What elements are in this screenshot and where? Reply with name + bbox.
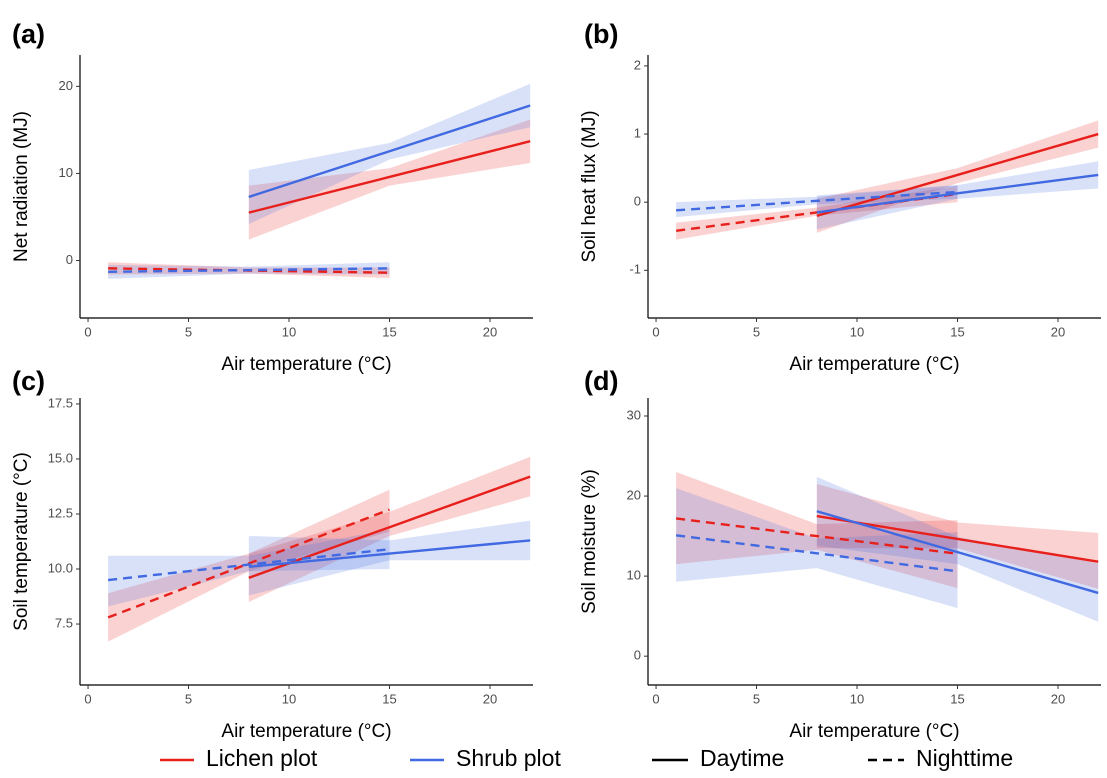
x-tick-label: 15 [382,691,396,706]
x-tick-label: 15 [382,324,396,339]
confidence-band [816,476,1099,622]
y-tick-label: -1 [629,262,641,277]
panel-label: (c) [12,366,45,396]
y-tick-label: 20 [59,78,73,93]
y-axis-title: Soil heat flux (MJ) [579,110,600,262]
panel-label: (b) [584,19,618,49]
legend-label: Shrub plot [456,745,561,771]
y-tick-label: 10.0 [48,560,73,575]
x-tick-label: 20 [1051,324,1065,339]
confidence-band [816,484,1099,589]
y-tick-label: 2 [634,57,641,72]
trend-line [676,190,958,212]
trend-line [816,510,1099,595]
panel: (b) Air temperature (°C) Soil heat flux (M… [579,19,1101,375]
x-tick-label: 10 [850,691,864,706]
confidence-band [816,120,1099,233]
y-tick-label: 10 [627,568,641,583]
x-tick-label: 0 [84,324,91,339]
confidence-band [248,520,531,596]
x-axis-title: Air temperature (°C) [789,721,959,742]
trend-line [248,140,531,214]
y-tick-label: 30 [627,407,641,422]
x-tick-label: 5 [753,691,760,706]
y-tick-label: 10 [59,165,73,180]
trend-line [108,548,390,582]
x-tick-label: 10 [282,324,296,339]
x-tick-label: 5 [185,691,192,706]
trend-line [248,104,531,199]
x-tick-label: 5 [185,324,192,339]
confidence-band [248,83,531,224]
trend-line [108,267,390,274]
y-tick-label: 0 [634,194,641,209]
x-tick-label: 10 [850,324,864,339]
confidence-band [676,488,958,609]
trend-line [248,539,531,569]
legend: Lichen plot Shrub plot Daytime Nighttime [160,745,1013,771]
y-tick-label: 12.5 [48,505,73,520]
y-tick-label: 20 [627,488,641,503]
x-tick-label: 15 [950,691,964,706]
y-axis-title: Soil moisture (%) [579,469,600,614]
x-tick-label: 15 [950,324,964,339]
confidence-band [676,472,958,589]
y-tick-label: 1 [634,125,641,140]
panel-label: (a) [12,19,45,49]
panel-label: (d) [584,366,618,396]
confidence-band [816,161,1099,230]
x-tick-label: 5 [753,324,760,339]
y-axis-title: Net radiation (MJ) [11,111,32,262]
y-tick-label: 0 [66,252,73,267]
trend-line [816,173,1099,214]
panel: (d) Air temperature (°C) Soil moisture (%)… [579,366,1101,742]
x-axis-title: Air temperature (°C) [789,354,959,375]
panel: (c) Air temperature (°C) Soil temperature … [11,366,533,742]
confidence-band [248,456,531,603]
x-tick-label: 0 [652,691,659,706]
y-tick-label: 7.5 [55,615,73,630]
legend-label: Nighttime [916,745,1013,771]
legend-label: Lichen plot [206,745,318,771]
y-tick-label: 17.5 [48,395,73,410]
panel: (a) Air temperature (°C) Net radiation (MJ… [11,19,533,375]
x-axis-title: Air temperature (°C) [221,354,391,375]
confidence-band [248,119,531,240]
x-tick-label: 0 [652,324,659,339]
y-tick-label: 15.0 [48,450,73,465]
confidence-band [108,529,390,607]
x-tick-label: 20 [1051,691,1065,706]
trend-line [675,534,958,573]
legend-label: Daytime [700,745,784,771]
x-tick-label: 20 [483,691,497,706]
trend-line [675,517,958,555]
trend-line [248,475,531,579]
x-tick-label: 20 [483,324,497,339]
y-tick-label: 0 [634,648,641,663]
x-axis-title: Air temperature (°C) [221,721,391,742]
x-tick-label: 10 [282,691,296,706]
trend-line [816,132,1099,217]
y-axis-title: Soil temperature (°C) [11,452,32,631]
x-tick-label: 0 [84,691,91,706]
